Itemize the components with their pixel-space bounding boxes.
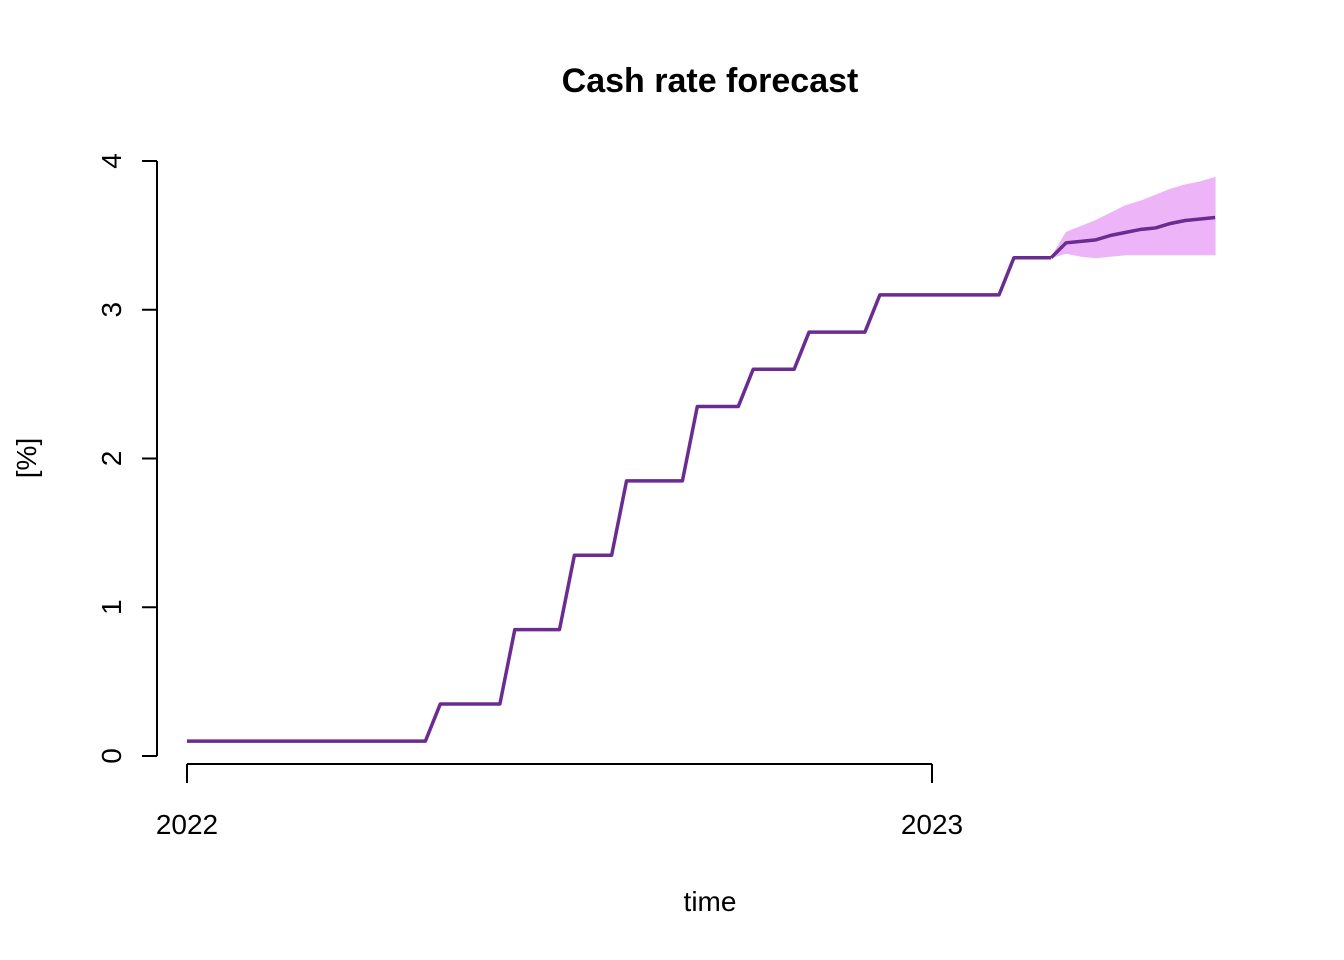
forecast-line xyxy=(1049,215,1216,259)
series-line-layer xyxy=(187,215,1216,743)
chart-title: Cash rate forecast xyxy=(562,62,859,100)
forecast-band-layer xyxy=(1050,176,1216,259)
y-tick-label: 0 xyxy=(96,748,127,764)
y-axis-label: [%] xyxy=(11,438,42,478)
forecast-interval-band xyxy=(1050,176,1216,259)
x-axis: 2022 2023 xyxy=(156,763,963,840)
y-tick-label: 3 xyxy=(96,302,127,318)
history-line xyxy=(187,255,1052,743)
x-tick-label: 2023 xyxy=(901,809,963,840)
y-tick-label: 4 xyxy=(96,153,127,169)
x-tick-label: 2022 xyxy=(156,809,218,840)
y-axis: 0 1 2 3 4 xyxy=(96,153,158,764)
y-tick-label: 1 xyxy=(96,599,127,615)
x-axis-label: time xyxy=(684,886,737,917)
y-tick-label: 2 xyxy=(96,451,127,467)
